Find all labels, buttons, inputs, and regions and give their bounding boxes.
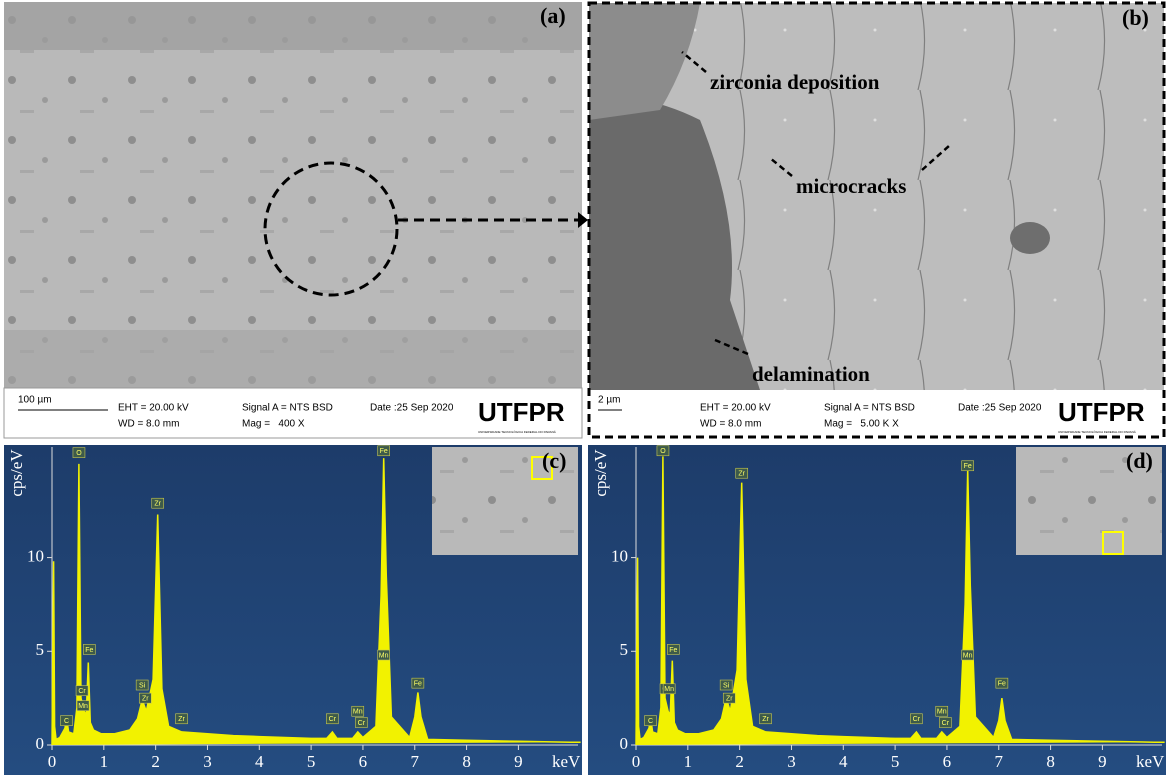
y-tick-label: 10	[27, 546, 44, 565]
peak-label: Cr	[78, 688, 86, 695]
annotation: delamination	[752, 362, 870, 386]
peak-label: Zr	[738, 471, 745, 478]
panel-label: (a)	[540, 3, 566, 28]
sem-region	[4, 330, 582, 388]
panel-label: (b)	[1122, 5, 1149, 30]
peak-label: Fe	[669, 647, 677, 654]
info-text: WD = 8.0 mm	[700, 419, 761, 430]
x-tick-label: 7	[411, 752, 420, 771]
annotation: zirconia deposition	[710, 70, 880, 94]
x-tick-label: 8	[1046, 752, 1055, 771]
panel-label: (c)	[542, 448, 566, 473]
peak-label: Fe	[414, 680, 422, 687]
logo-subtitle: UNIVERSIDADE TECNOLÓGICA FEDERAL DO PARA…	[478, 429, 556, 434]
x-tick-label: 5	[891, 752, 900, 771]
peak-label: C	[64, 718, 69, 725]
peak-label: Zr	[762, 716, 769, 723]
info-text: Signal A = NTS BSD	[242, 403, 333, 414]
peak-label: Cr	[358, 720, 366, 727]
figure: (a) 100 µm EHT = 20.00 kV WD = 8.0 mm Si…	[0, 0, 1170, 777]
peak-label: Cr	[329, 716, 337, 723]
peak-label: Zr	[178, 716, 185, 723]
info-text: Mag = 400 X	[242, 419, 305, 430]
y-tick-label: 0	[620, 734, 629, 753]
sem-panel-a: (a) 100 µm EHT = 20.00 kV WD = 8.0 mm Si…	[4, 2, 588, 438]
logo: UTFPR	[478, 397, 565, 427]
y-tick-label: 10	[611, 546, 628, 565]
y-tick-label: 5	[620, 640, 629, 659]
x-tick-label: 2	[151, 752, 160, 771]
peak-label: Mn	[963, 652, 973, 659]
sem-region	[4, 2, 582, 50]
x-tick-label: 8	[462, 752, 471, 771]
x-tick-label: 9	[1098, 752, 1107, 771]
peak-label: Fe	[998, 680, 1006, 687]
peak-label: Si	[723, 682, 730, 689]
x-axis-label: keV	[1136, 752, 1165, 771]
annotation: microcracks	[796, 174, 906, 198]
x-tick-label: 0	[48, 752, 57, 771]
info-text: Signal A = NTS BSD	[824, 403, 915, 414]
x-tick-label: 6	[359, 752, 368, 771]
panel-label: (d)	[1126, 448, 1153, 473]
y-tick-label: 5	[36, 640, 45, 659]
scale-text: 2 µm	[598, 395, 620, 406]
peak-label: Cr	[913, 716, 921, 723]
y-axis-label: cps/eV	[591, 449, 610, 497]
spectrum-panel: 0 1 2 3 4 5 6 7 8 9 0 5 10 C O Fe Cr Mn Si Zr Zr Zr Cr Mn Cr Fe Mn…	[4, 445, 582, 775]
x-tick-label: 3	[787, 752, 796, 771]
peak-label: O	[76, 450, 82, 457]
y-axis-label: cps/eV	[7, 449, 26, 497]
x-tick-label: 0	[632, 752, 641, 771]
x-tick-label: 3	[203, 752, 212, 771]
x-tick-label: 4	[255, 752, 264, 771]
y-tick-label: 0	[36, 734, 45, 753]
x-tick-label: 1	[100, 752, 109, 771]
peak-label: Zr	[142, 695, 149, 702]
x-tick-label: 2	[735, 752, 744, 771]
info-text: WD = 8.0 mm	[118, 419, 179, 430]
x-tick-label: 9	[514, 752, 523, 771]
spectrum-panel: 01234567890510COFeCrMnSiZrZrZrCrMnCrFeMn…	[588, 445, 1166, 775]
peak-label: Cr	[942, 720, 950, 727]
peak-label: Mn	[353, 709, 363, 716]
info-text: Date :25 Sep 2020	[370, 403, 454, 414]
peak-label: Si	[139, 682, 146, 689]
x-tick-label: 6	[943, 752, 952, 771]
scale-text: 100 µm	[18, 395, 52, 406]
peak-label: Zr	[154, 501, 161, 508]
peak-label: Zr	[726, 695, 733, 702]
arrow-head	[578, 212, 588, 228]
peak-label: Mn	[379, 652, 389, 659]
peak-label: C	[648, 718, 653, 725]
info-text: EHT = 20.00 kV	[118, 403, 189, 414]
x-axis-label: keV	[552, 752, 581, 771]
sem-region	[1010, 222, 1050, 254]
peak-label: Mn	[78, 703, 88, 710]
peak-label: Mn	[664, 686, 674, 693]
page: (a) 100 µm EHT = 20.00 kV WD = 8.0 mm Si…	[0, 0, 1170, 777]
peak-label: Mn	[937, 709, 947, 716]
info-text: Date :25 Sep 2020	[958, 403, 1042, 414]
logo: UTFPR	[1058, 397, 1145, 427]
x-tick-label: 7	[995, 752, 1004, 771]
sem-panel-b: (b) zirconia deposition microcracks dela…	[589, 3, 1164, 437]
peak-label: O	[660, 448, 666, 455]
info-text: Mag = 5.00 K X	[824, 419, 899, 430]
peak-label: Fe	[85, 647, 93, 654]
x-tick-label: 1	[684, 752, 693, 771]
info-text: EHT = 20.00 kV	[700, 403, 771, 414]
peak-label: Fe	[380, 448, 388, 455]
x-tick-label: 5	[307, 752, 316, 771]
logo-subtitle: UNIVERSIDADE TECNOLÓGICA FEDERAL DO PARA…	[1058, 429, 1136, 434]
x-tick-label: 4	[839, 752, 848, 771]
peak-label: Fe	[964, 463, 972, 470]
